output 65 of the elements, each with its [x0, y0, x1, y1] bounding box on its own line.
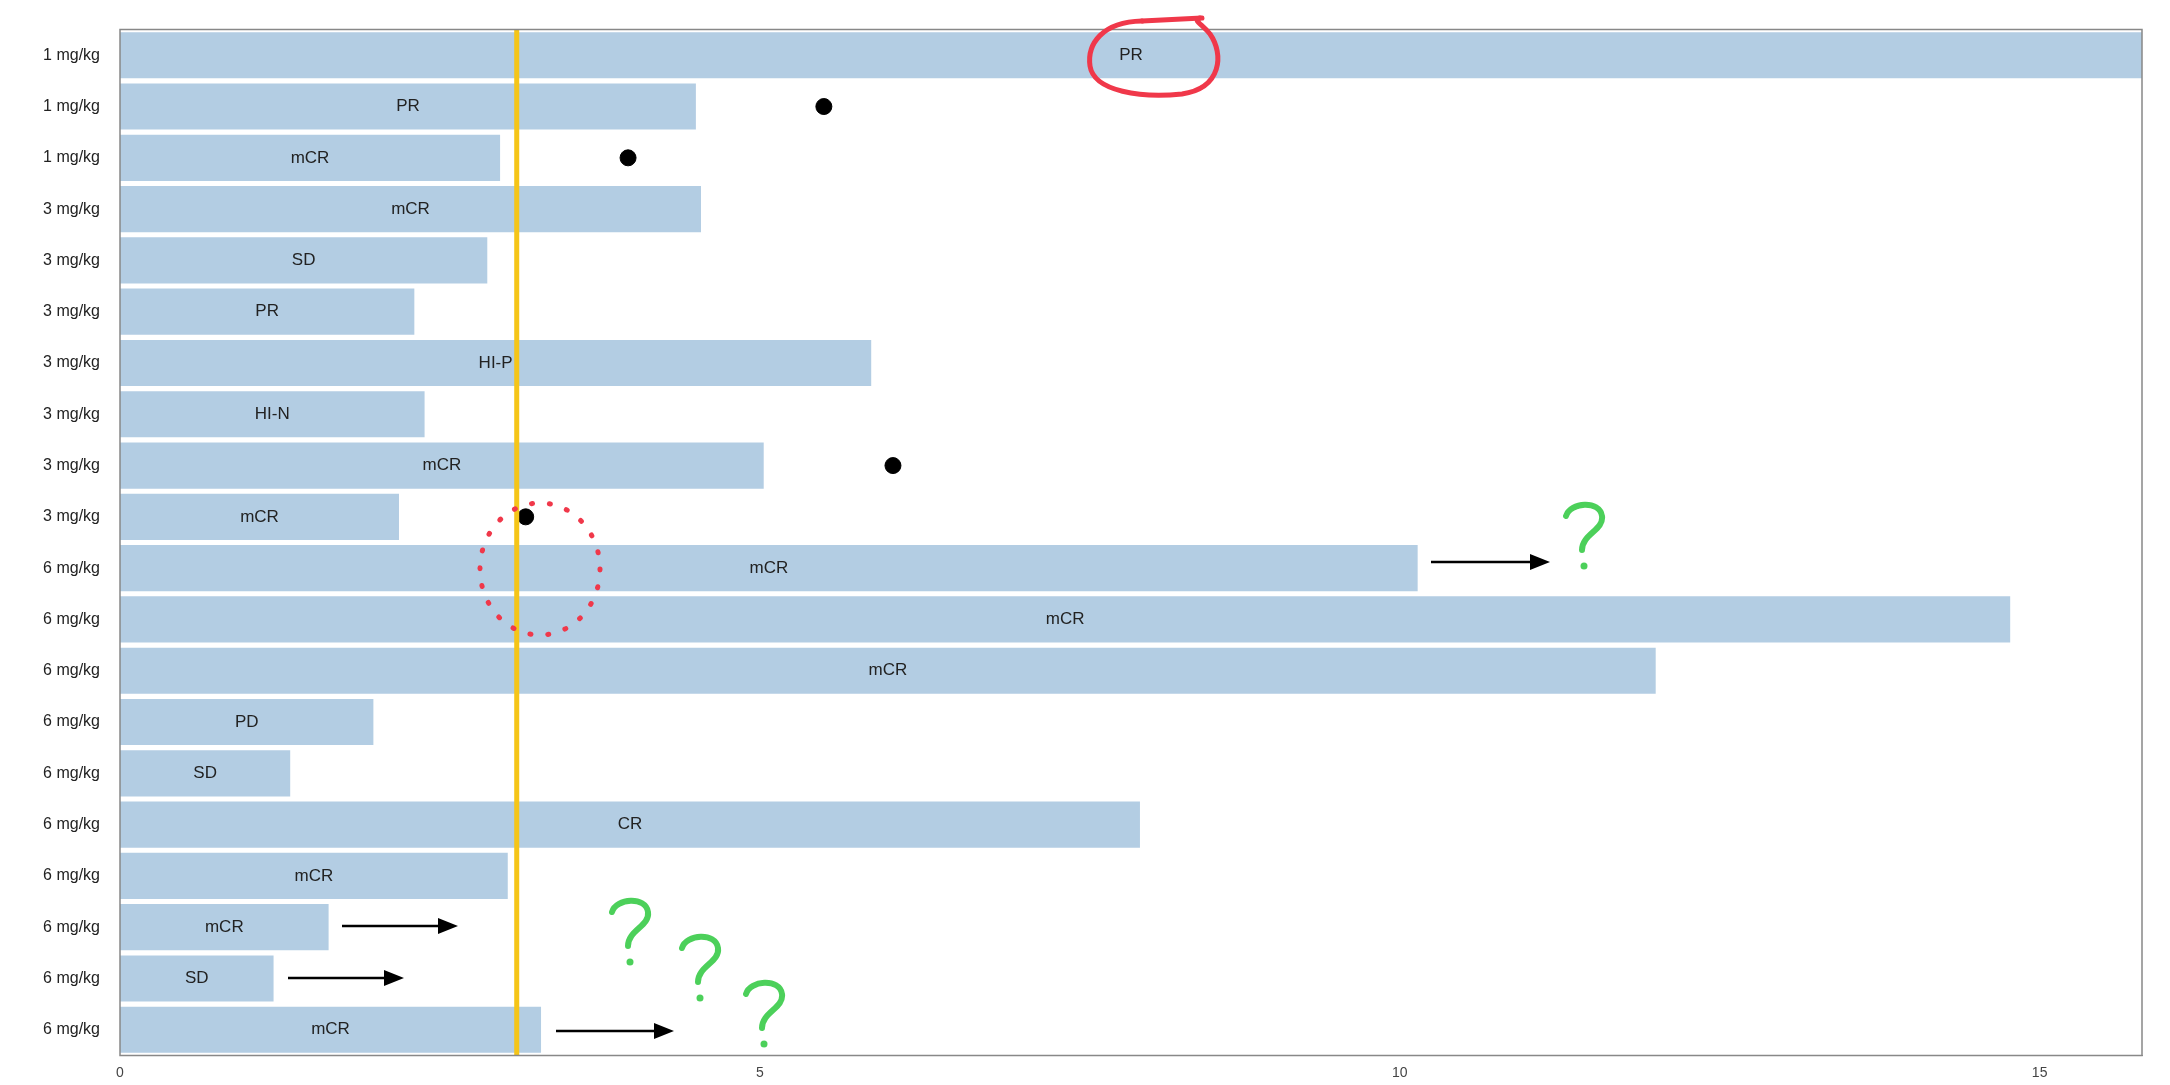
bar: [120, 852, 508, 899]
data-label: PD: [234, 711, 259, 731]
data-label: mCR: [391, 198, 430, 218]
y-tick-label: 3 mg/kg: [43, 250, 100, 268]
y-tick-label: 6 mg/kg: [43, 866, 100, 884]
data-label: HI-N: [254, 403, 290, 423]
bar: [120, 1006, 542, 1053]
y-tick-label: 6 mg/kg: [43, 558, 100, 576]
bar: [120, 493, 399, 540]
y-tick-label: 6 mg/kg: [43, 609, 100, 627]
bar: [120, 801, 1140, 848]
data-label: PR: [255, 301, 279, 321]
y-tick-label: 6 mg/kg: [43, 661, 100, 679]
data-label: mCR: [240, 506, 279, 526]
data-label: mCR: [1045, 609, 1085, 629]
data-label: PR: [1119, 44, 1143, 64]
y-tick-label: 6 mg/kg: [43, 917, 100, 935]
bar: [120, 186, 702, 233]
bar: [120, 288, 415, 335]
data-label: SD: [184, 968, 209, 988]
bar: [120, 391, 425, 438]
x-tick-label: 5: [755, 1063, 764, 1080]
y-tick-label: 1 mg/kg: [43, 148, 100, 166]
point: [619, 149, 637, 167]
data-label: mCR: [204, 916, 244, 936]
data-label: PR: [396, 96, 420, 116]
x-tick-label: 15: [2031, 1063, 2048, 1080]
point: [815, 98, 833, 116]
y-tick-label: 1 mg/kg: [43, 96, 100, 114]
data-label: mCR: [311, 1019, 350, 1039]
data-label: SD: [291, 250, 316, 270]
bar: [120, 134, 501, 181]
bar: [120, 83, 696, 130]
bar: [120, 698, 374, 746]
x-tick-label: 0: [116, 1063, 125, 1080]
x-tick-label: 10: [1391, 1063, 1408, 1080]
data-label: mCR: [868, 660, 908, 680]
data-label: CR: [617, 814, 643, 834]
y-tick-label: 3 mg/kg: [43, 199, 100, 217]
y-tick-label: 6 mg/kg: [43, 815, 100, 832]
y-tick-label: 3 mg/kg: [43, 404, 100, 422]
data-label: mCR: [294, 865, 334, 885]
bar: [120, 750, 291, 797]
y-tick-label: 3 mg/kg: [43, 302, 100, 320]
data-label: mCR: [422, 455, 462, 475]
bar: [120, 955, 274, 1002]
bar: [120, 339, 872, 387]
data-label: SD: [193, 762, 217, 782]
y-tick-label: 3 mg/kg: [43, 455, 100, 473]
y-tick-label: 3 mg/kg: [43, 353, 100, 371]
data-label: HI-P: [478, 352, 513, 372]
bar: [120, 904, 329, 951]
bar: [120, 442, 764, 489]
y-tick-label: 1 mg/kg: [43, 45, 100, 63]
bar: [120, 237, 488, 284]
y-tick-label: 6 mg/kg: [43, 712, 100, 730]
point: [884, 457, 902, 475]
y-tick-label: 6 mg/kg: [43, 763, 100, 781]
y-tick-label: 3 mg/kg: [43, 507, 100, 525]
y-tick-label: 6 mg/kg: [43, 1020, 100, 1038]
bar: [120, 647, 1656, 694]
data-label: mCR: [290, 147, 330, 167]
data-label: mCR: [749, 557, 789, 577]
y-tick-label: 6 mg/kg: [43, 968, 100, 986]
point: [517, 508, 535, 526]
